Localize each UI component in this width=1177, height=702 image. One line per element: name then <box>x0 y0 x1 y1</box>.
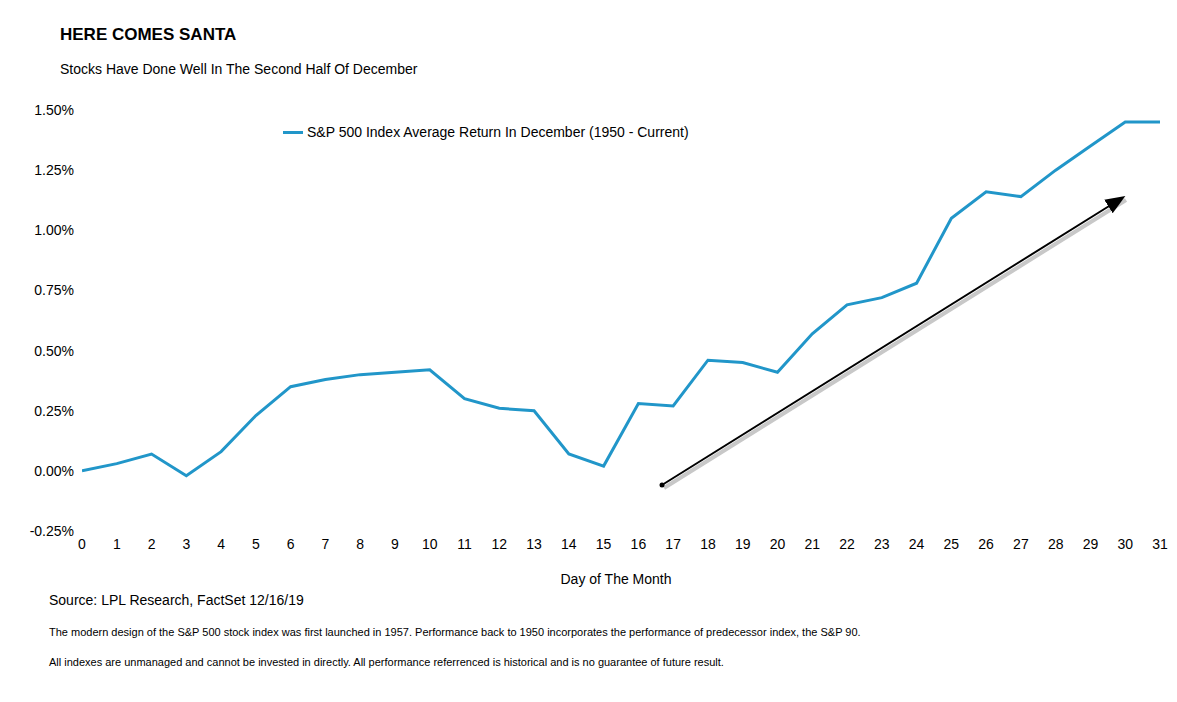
svg-text:-0.25%: -0.25% <box>30 523 74 539</box>
html-text:Stocks Have Done Well In The S: Stocks Have Done Well In The Second Half… <box>60 61 418 77</box>
svg-text:0.00%: 0.00% <box>34 463 74 479</box>
svg-text:9: 9 <box>391 536 399 552</box>
svg-text:18: 18 <box>700 536 716 552</box>
svg-text:31: 31 <box>1152 536 1168 552</box>
svg-text:30: 30 <box>1117 536 1133 552</box>
html-text:The modern design of the S&P 5: The modern design of the S&P 500 stock i… <box>49 626 861 638</box>
svg-text:12: 12 <box>492 536 508 552</box>
svg-text:26: 26 <box>978 536 994 552</box>
svg-text:23: 23 <box>874 536 890 552</box>
svg-text:13: 13 <box>526 536 542 552</box>
svg-text:20: 20 <box>770 536 786 552</box>
svg-text:0.75%: 0.75% <box>34 282 74 298</box>
html-text:S&P 500 Index Average Return I: S&P 500 Index Average Return In December… <box>307 124 689 140</box>
svg-text:0.50%: 0.50% <box>34 343 74 359</box>
svg-text:24: 24 <box>909 536 925 552</box>
svg-text:0.25%: 0.25% <box>34 403 74 419</box>
svg-text:6: 6 <box>287 536 295 552</box>
svg-text:3: 3 <box>182 536 190 552</box>
svg-text:19: 19 <box>735 536 751 552</box>
svg-text:4: 4 <box>217 536 225 552</box>
svg-text:8: 8 <box>356 536 364 552</box>
svg-text:16: 16 <box>631 536 647 552</box>
html-text:All indexes are unmanaged and: All indexes are unmanaged and cannot be … <box>49 656 724 668</box>
svg-text:25: 25 <box>944 536 960 552</box>
svg-text:21: 21 <box>804 536 820 552</box>
svg-text:17: 17 <box>665 536 681 552</box>
svg-text:27: 27 <box>1013 536 1029 552</box>
svg-text:15: 15 <box>596 536 612 552</box>
svg-text:11: 11 <box>457 536 472 552</box>
svg-text:5: 5 <box>252 536 260 552</box>
svg-text:7: 7 <box>322 536 330 552</box>
svg-text:10: 10 <box>422 536 438 552</box>
svg-text:2: 2 <box>148 536 156 552</box>
html-text:HERE COMES SANTA: HERE COMES SANTA <box>60 25 237 44</box>
svg-text:22: 22 <box>839 536 855 552</box>
svg-text:28: 28 <box>1048 536 1064 552</box>
svg-text:14: 14 <box>561 536 577 552</box>
svg-text:1.00%: 1.00% <box>34 222 74 238</box>
svg-text:1: 1 <box>113 536 121 552</box>
html-text:Day of The Month: Day of The Month <box>560 571 672 587</box>
svg-text:1.25%: 1.25% <box>34 162 74 178</box>
svg-text:0: 0 <box>78 536 86 552</box>
html-text:Source: LPL Research, FactSet: Source: LPL Research, FactSet 12/16/19 <box>49 592 304 608</box>
svg-text:29: 29 <box>1083 536 1099 552</box>
svg-text:1.50%: 1.50% <box>34 102 74 118</box>
